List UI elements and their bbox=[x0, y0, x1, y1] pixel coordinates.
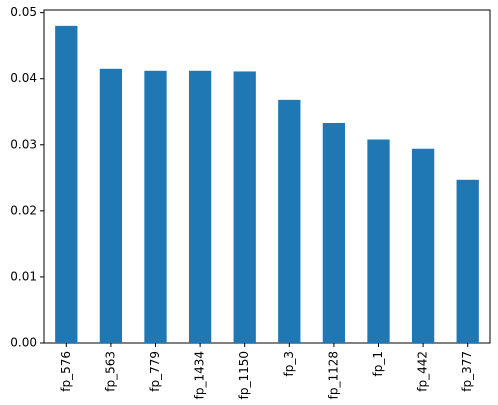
bar bbox=[322, 122, 346, 343]
x-tick-label: fp_1 bbox=[371, 351, 385, 376]
x-tick-label: fp_1150 bbox=[237, 351, 251, 399]
bar bbox=[55, 25, 78, 343]
bar bbox=[278, 99, 301, 343]
y-tick-label: 0.00 bbox=[10, 336, 37, 350]
y-tick-label: 0.04 bbox=[10, 71, 37, 85]
x-tick-label: fp_563 bbox=[103, 351, 117, 392]
x-tick-label: fp_1434 bbox=[193, 351, 207, 399]
bar bbox=[144, 70, 167, 344]
x-tick-label: fp_1128 bbox=[326, 351, 340, 399]
y-tick-label: 0.01 bbox=[10, 269, 37, 283]
y-tick-label: 0.05 bbox=[10, 5, 37, 19]
x-tick-label: fp_779 bbox=[148, 351, 162, 392]
axes-frame bbox=[43, 9, 491, 344]
x-tick-label: fp_377 bbox=[460, 351, 474, 392]
bar bbox=[367, 139, 390, 343]
x-tick-label: fp_442 bbox=[416, 351, 430, 392]
bar bbox=[233, 71, 256, 344]
x-tick-label: fp_576 bbox=[59, 351, 73, 392]
bar bbox=[99, 68, 123, 343]
x-tick-label: fp_3 bbox=[282, 351, 296, 376]
bar bbox=[456, 179, 479, 343]
bar bbox=[188, 70, 212, 344]
y-tick-label: 0.02 bbox=[10, 203, 37, 217]
bar bbox=[411, 148, 435, 343]
y-tick-label: 0.03 bbox=[10, 137, 37, 151]
